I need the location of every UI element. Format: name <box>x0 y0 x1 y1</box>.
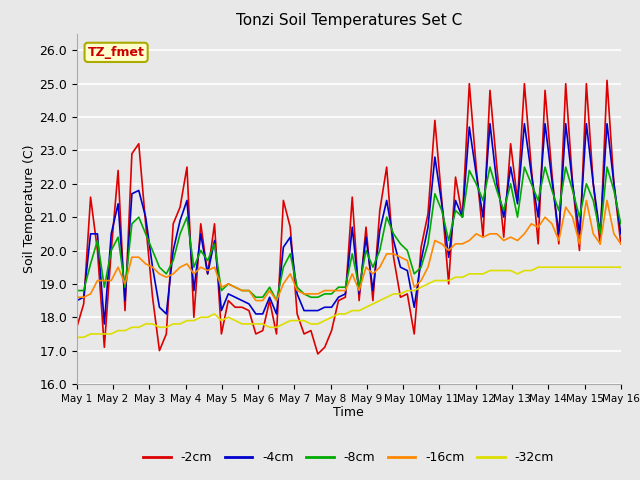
Title: Tonzi Soil Temperatures Set C: Tonzi Soil Temperatures Set C <box>236 13 462 28</box>
Text: TZ_fmet: TZ_fmet <box>88 46 145 59</box>
X-axis label: Time: Time <box>333 407 364 420</box>
Y-axis label: Soil Temperature (C): Soil Temperature (C) <box>24 144 36 273</box>
Legend: -2cm, -4cm, -8cm, -16cm, -32cm: -2cm, -4cm, -8cm, -16cm, -32cm <box>138 446 559 469</box>
